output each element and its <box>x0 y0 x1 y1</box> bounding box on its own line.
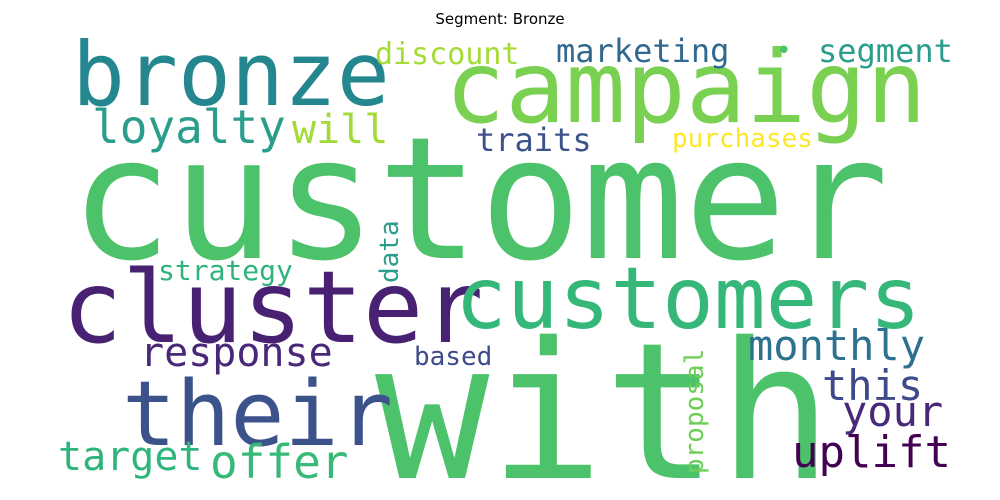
word-cluster: cluster <box>62 249 483 366</box>
word-based: based <box>414 342 492 372</box>
word-loyalty: loyalty <box>92 100 286 154</box>
word-customer: customer <box>70 101 889 299</box>
word-traits: traits <box>476 121 592 159</box>
chart-title: Segment: Bronze <box>435 10 565 28</box>
word-will: will <box>292 107 388 153</box>
word-strategy: strategy <box>158 254 293 287</box>
word-data: data <box>375 220 405 283</box>
word-offer: offer <box>210 435 348 489</box>
word-dot: • <box>776 36 792 66</box>
word-campaign: campaign <box>445 29 927 146</box>
word-proposal: proposal <box>680 349 710 474</box>
word-your: your <box>842 387 943 436</box>
word-with: with <box>375 302 833 500</box>
word-customers: customers <box>455 249 921 349</box>
word-uplift: uplift <box>792 427 951 478</box>
word-bronze: bronze <box>72 23 390 126</box>
word-target: target <box>58 434 203 480</box>
word-response: response <box>140 330 333 376</box>
word-monthly: monthly <box>748 321 925 370</box>
word-discount: discount <box>375 37 520 72</box>
word-this: this <box>822 361 923 410</box>
word-their: their <box>122 362 393 467</box>
word-segment: segment <box>818 32 953 70</box>
word-purchases: purchases <box>672 124 813 154</box>
word-marketing: marketing <box>556 32 729 70</box>
